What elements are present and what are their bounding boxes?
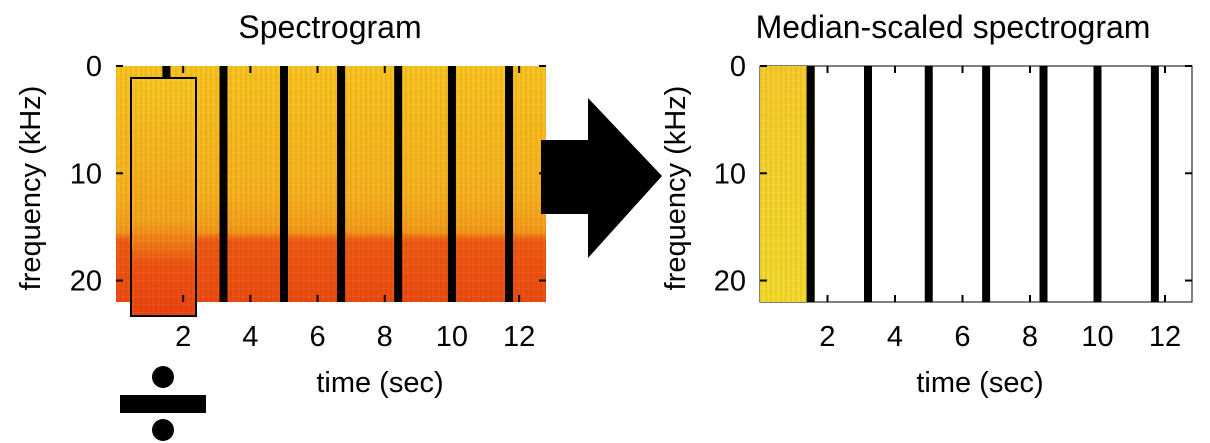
right-x-tick-label-4: 8 [1022, 321, 1038, 353]
left-x-tick-label-1: 2 [175, 321, 191, 353]
right-y-axis-label: frequency (kHz) [660, 86, 692, 291]
left-y-tick-label-3: 20 [70, 266, 102, 298]
divide-dot-top [152, 366, 174, 388]
right-separator-bar-1 [806, 66, 815, 302]
left-y-tick-label-1: 0 [86, 51, 102, 83]
right-separator-bar-4 [982, 66, 991, 302]
left-y-tick-label-2: 10 [70, 158, 102, 190]
right-separator-bar-6 [1093, 66, 1102, 302]
left-y-ticks: 0 10 20 [70, 51, 546, 298]
right-x-tick-label-2: 4 [887, 321, 903, 353]
left-panel: Spectrogram 0 10 20 2 4 6 8 10 12 time (sec) fr… [15, 9, 546, 399]
scaled-plot-area [759, 65, 1193, 303]
right-panel-title: Median-scaled spectrogram [756, 9, 1151, 45]
right-separator-bar-7 [1150, 66, 1159, 302]
left-x-tick-label-3: 6 [309, 321, 325, 353]
left-x-tick-label-5: 10 [436, 321, 468, 353]
right-x-tick-label-5: 10 [1081, 321, 1113, 353]
right-separator-bar-2 [864, 66, 872, 302]
right-x-axis-label: time (sec) [916, 367, 1043, 399]
left-separator-bar-6 [447, 66, 456, 302]
left-panel-title: Spectrogram [238, 9, 421, 45]
right-x-tick-label-1: 2 [819, 321, 835, 353]
left-y-axis-label: frequency (kHz) [15, 86, 47, 291]
right-x-ticks: 2 4 6 8 10 12 [819, 66, 1181, 353]
left-separator-bar-2 [219, 66, 228, 302]
left-separator-bar-3 [279, 66, 288, 302]
left-x-tick-label-4: 8 [377, 321, 393, 353]
divide-bar [120, 395, 206, 413]
left-separator-bar-5 [394, 66, 403, 302]
right-panel: Median-scaled spectrogram 0 10 20 2 4 6 8 10 12… [660, 9, 1193, 399]
divide-dot-bottom [152, 419, 174, 441]
right-separator-bar-3 [924, 66, 933, 302]
right-separator-bar-5 [1039, 66, 1048, 302]
left-x-tick-label-6: 12 [503, 321, 535, 353]
right-y-tick-label-1: 0 [730, 51, 746, 83]
left-x-tick-label-2: 4 [242, 321, 258, 353]
right-y-tick-label-2: 10 [714, 158, 746, 190]
right-x-tick-label-6: 12 [1149, 321, 1181, 353]
right-separator-bars [806, 66, 1159, 302]
right-y-ticks: 0 10 20 [714, 51, 1192, 298]
left-x-axis-label: time (sec) [316, 367, 443, 399]
right-x-tick-label-3: 6 [954, 321, 970, 353]
left-separator-bar-4 [337, 66, 346, 302]
left-x-ticks: 2 4 6 8 10 12 [175, 66, 535, 353]
divide-symbol: ÷ [120, 366, 206, 441]
right-y-tick-label-3: 20 [714, 266, 746, 298]
transform-arrow [541, 98, 662, 258]
median-window-box [130, 77, 197, 317]
left-separator-bar-7 [505, 66, 514, 302]
